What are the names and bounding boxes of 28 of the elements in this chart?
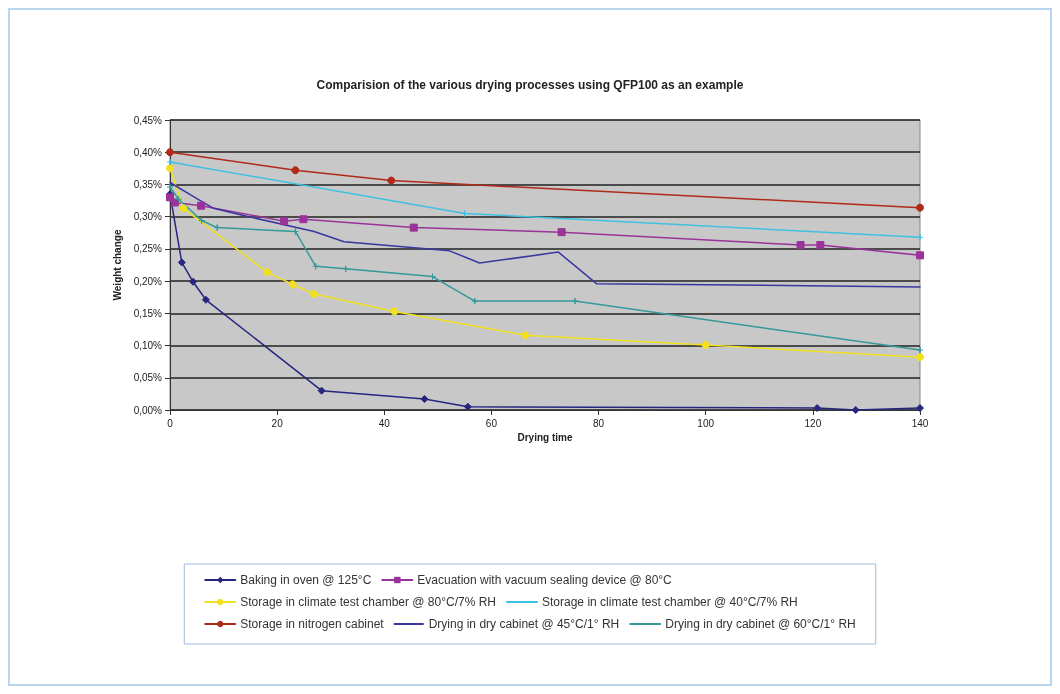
x-axis-title: Drying time <box>517 431 573 443</box>
x-tick-label: 0 <box>167 417 174 429</box>
x-tick-label: 140 <box>911 417 929 429</box>
legend-label: Storage in nitrogen cabinet <box>240 617 385 631</box>
legend-label: Evacuation with vacuum sealing device @ 80°C <box>417 573 673 587</box>
y-tick-label: 0,20% <box>133 275 163 287</box>
legend-label: Storage in climate test chamber @ 40°C/7% RH <box>542 595 798 609</box>
x-tick-label: 120 <box>804 417 822 429</box>
x-tick-label: 20 <box>271 417 284 429</box>
x-tick-label: 80 <box>593 417 605 429</box>
x-tick-label: 40 <box>378 417 391 429</box>
chart-title: Comparision of the various drying processes using QFP100 as an example <box>316 78 744 92</box>
y-tick-label: 0,35% <box>133 178 163 190</box>
y-tick-label: 0,10% <box>133 340 163 352</box>
legend-label: Drying in dry cabinet @ 45°C/1° RH <box>428 617 620 631</box>
y-tick-label: 0,15% <box>133 307 163 319</box>
y-tick-label: 0,25% <box>133 243 163 255</box>
y-tick-label: 0,05% <box>133 372 163 384</box>
y-tick-label: 0,45% <box>133 114 163 126</box>
legend-label: Storage in climate test chamber @ 80°C/7% RH <box>240 595 497 609</box>
y-tick-label: 0,40% <box>133 146 163 158</box>
x-tick-label: 60 <box>485 417 498 429</box>
y-tick-label: 0,30% <box>133 211 163 223</box>
y-axis-title: Weight change <box>111 229 123 301</box>
legend-label: Baking in oven @ 125°C <box>240 573 372 587</box>
x-tick-label: 100 <box>697 417 715 429</box>
legend-label: Drying in dry cabinet @ 60°C/1° RH <box>665 617 856 631</box>
y-tick-label: 0,00% <box>133 404 163 416</box>
